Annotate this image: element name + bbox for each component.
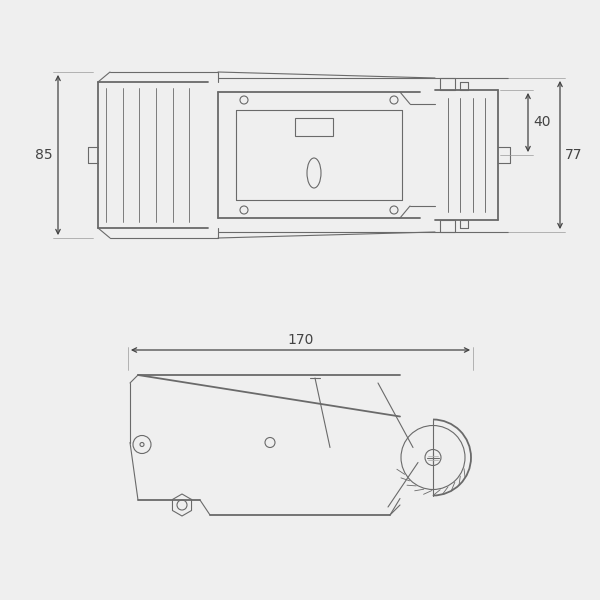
Text: 170: 170: [287, 333, 314, 347]
Text: 85: 85: [35, 148, 53, 162]
Text: 77: 77: [565, 148, 583, 162]
Text: 40: 40: [533, 115, 551, 130]
Bar: [295, 118, 333, 136]
